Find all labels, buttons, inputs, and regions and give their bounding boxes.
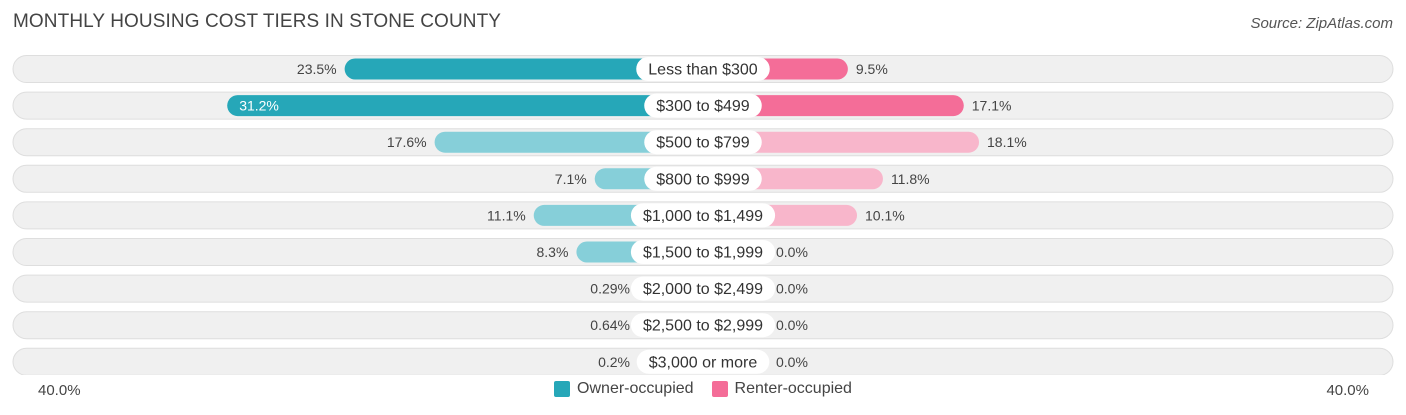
renter-value-label: 0.0%	[776, 317, 808, 333]
legend-item-owner: Owner-occupied	[554, 380, 694, 398]
renter-swatch	[711, 381, 728, 397]
category-label: Less than $300	[648, 62, 758, 79]
owner-value-label: 11.1%	[487, 207, 526, 223]
category-pill	[630, 276, 776, 301]
category-pill	[630, 240, 776, 264]
category-pill	[644, 93, 762, 118]
owner-value-label: 0.64%	[590, 317, 630, 333]
renter-bar	[703, 131, 980, 153]
renter-value-label: 9.5%	[856, 61, 888, 77]
renter-value-label: 18.1%	[987, 134, 1027, 150]
owner-bar	[434, 131, 703, 153]
category-label: $2,000 to $2,499	[643, 281, 763, 298]
chart-title: MONTHLY HOUSING COST TIERS IN STONE COUN…	[13, 11, 502, 32]
category-label: $1,000 to $1,499	[643, 208, 763, 225]
renter-value-label: 0.0%	[776, 281, 808, 297]
axis-right-label: 40.0%	[1326, 382, 1369, 399]
renter-value-label: 10.1%	[865, 207, 905, 223]
category-label: $3,000 or more	[649, 354, 758, 371]
legend: Owner-occupied Renter-occupied	[0, 380, 1406, 398]
category-pill	[630, 203, 776, 228]
renter-value-label: 11.8%	[891, 171, 930, 187]
category-pill	[644, 130, 762, 155]
owner-value-label: 31.2%	[239, 98, 279, 114]
axis-left-label: 40.0%	[38, 382, 81, 399]
owner-bar	[344, 58, 703, 80]
diverging-bar-chart: Less than $300 23.5% 9.5% $300 to $499 31.2%…	[12, 55, 1394, 375]
owner-swatch	[554, 381, 571, 397]
source-label: Source: ZipAtlas.com	[1250, 15, 1393, 32]
category-pill	[644, 166, 762, 191]
category-label: $1,500 to $1,999	[643, 245, 763, 262]
category-label: $2,500 to $2,999	[643, 318, 763, 335]
owner-value-label: 23.5%	[297, 61, 337, 77]
owner-value-label: 7.1%	[555, 171, 587, 187]
renter-value-label: 0.0%	[776, 244, 808, 260]
renter-bar	[703, 95, 964, 117]
owner-value-label: 8.3%	[537, 244, 569, 260]
owner-value-label: 0.29%	[590, 281, 630, 297]
owner-value-label: 17.6%	[387, 134, 427, 150]
legend-owner-label: Owner-occupied	[577, 380, 694, 397]
legend-renter-label: Renter-occupied	[734, 380, 852, 397]
owner-bar	[227, 95, 703, 117]
owner-value-label: 0.2%	[598, 354, 630, 370]
category-label: $800 to $999	[656, 171, 750, 188]
category-label: $500 to $799	[656, 135, 750, 152]
renter-value-label: 0.0%	[776, 354, 808, 370]
category-pill	[636, 57, 770, 81]
category-pill	[630, 313, 776, 338]
category-label: $300 to $499	[656, 98, 750, 115]
renter-value-label: 17.1%	[972, 98, 1012, 114]
category-pill	[636, 349, 770, 374]
legend-item-renter: Renter-occupied	[711, 380, 852, 398]
